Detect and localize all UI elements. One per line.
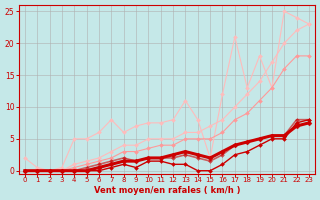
X-axis label: Vent moyen/en rafales ( km/h ): Vent moyen/en rafales ( km/h ) (94, 186, 240, 195)
